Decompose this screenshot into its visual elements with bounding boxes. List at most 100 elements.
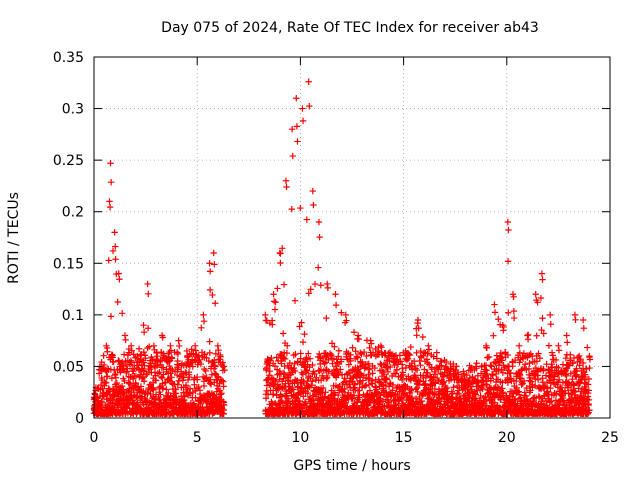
data-point (586, 352, 593, 360)
data-point (425, 342, 432, 349)
data-point (214, 395, 222, 403)
data-point (552, 356, 560, 364)
data-point (189, 363, 197, 370)
data-point (510, 307, 518, 315)
data-point (359, 377, 367, 384)
data-point (324, 284, 332, 292)
data-point (323, 314, 330, 322)
data-point (581, 371, 589, 378)
data-point (329, 360, 336, 367)
data-point (349, 395, 356, 402)
data-point (217, 391, 224, 398)
data-point (520, 377, 528, 385)
data-point (174, 357, 181, 365)
data-point (550, 372, 557, 379)
data-point (99, 393, 106, 400)
data-point (279, 245, 286, 252)
data-point (315, 218, 323, 226)
data-point (195, 383, 202, 391)
y-tick-label: 0.25 (53, 153, 84, 169)
data-point (507, 369, 514, 377)
data-point (293, 123, 301, 130)
data-point (188, 346, 195, 353)
data-point (571, 388, 579, 395)
data-point (576, 380, 583, 387)
data-point (109, 352, 116, 359)
data-point (146, 343, 153, 350)
data-point (317, 355, 325, 362)
data-point (432, 379, 439, 386)
data-point (350, 392, 358, 399)
data-point (283, 183, 290, 191)
data-point (297, 355, 304, 362)
data-point (401, 381, 408, 389)
data-point (159, 334, 166, 341)
data-point (201, 351, 208, 358)
data-point (345, 370, 353, 377)
data-point (324, 280, 331, 288)
data-point (338, 309, 345, 316)
data-point (347, 351, 354, 359)
data-point (220, 383, 227, 390)
data-point (292, 351, 299, 358)
data-point (97, 381, 105, 389)
data-point (479, 385, 486, 393)
data-point (440, 373, 447, 380)
plot-frame (93, 56, 611, 419)
data-point (433, 349, 440, 356)
data-point (297, 204, 304, 212)
data-point (180, 373, 188, 381)
data-point (437, 358, 444, 365)
data-point (335, 353, 342, 360)
data-point (402, 364, 410, 372)
data-point (509, 362, 516, 370)
x-tick-label: 20 (498, 430, 516, 446)
data-points (90, 78, 594, 418)
data-point (307, 286, 314, 293)
data-point (580, 325, 587, 332)
data-point (156, 369, 163, 376)
data-point (282, 177, 290, 184)
data-point (385, 383, 393, 390)
data-point (406, 351, 413, 359)
data-point (270, 390, 277, 398)
data-point (120, 386, 127, 393)
data-point (157, 391, 164, 398)
data-point (332, 301, 340, 309)
data-point (473, 365, 480, 372)
data-point (286, 359, 294, 367)
data-point (186, 385, 194, 392)
data-point (207, 376, 214, 383)
data-point (328, 351, 335, 359)
data-point (341, 385, 348, 393)
data-point (150, 342, 158, 349)
data-point (431, 404, 438, 411)
data-point (145, 290, 152, 298)
data-point (140, 359, 147, 366)
data-point (104, 373, 111, 380)
data-point (569, 375, 576, 383)
data-point (267, 387, 274, 394)
data-point (331, 343, 338, 350)
data-point (264, 376, 271, 383)
data-point (218, 390, 225, 397)
data-point (483, 344, 490, 351)
data-point (377, 342, 385, 349)
data-point (156, 384, 163, 391)
data-point (194, 357, 202, 365)
data-point (567, 351, 574, 358)
data-point (266, 368, 274, 375)
data-point (303, 367, 311, 374)
data-point (579, 316, 587, 324)
data-point (584, 344, 591, 351)
data-point (303, 216, 311, 223)
y-tick-label: 0 (75, 411, 84, 427)
data-point (114, 298, 121, 306)
data-point (181, 393, 188, 400)
data-point (212, 300, 219, 307)
data-point (309, 187, 316, 195)
data-point (347, 357, 354, 365)
data-point (107, 160, 114, 167)
data-point (317, 282, 324, 289)
